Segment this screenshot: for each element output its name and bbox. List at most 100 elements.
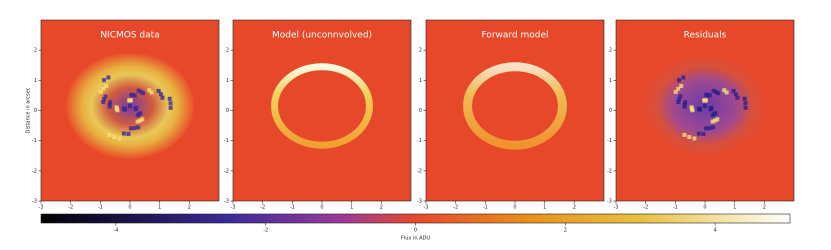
- speckle: [687, 134, 692, 139]
- y-tick-label: -2: [32, 168, 37, 174]
- speckle: [682, 102, 687, 107]
- speckle: [140, 117, 145, 122]
- speckle: [132, 126, 137, 131]
- colorbar-tick-label: 4: [714, 228, 717, 234]
- speckle: [681, 75, 686, 80]
- speckle: [104, 83, 109, 88]
- speckle: [114, 105, 119, 110]
- y-tick-label: -3: [32, 199, 37, 205]
- colorbar-tick-label: 2: [564, 228, 567, 234]
- y-tick-label: -3: [417, 199, 422, 205]
- speckle: [133, 107, 138, 112]
- y-tick-label: -2: [607, 168, 612, 174]
- speckle: [101, 78, 106, 83]
- y-tick-label: 1: [226, 78, 229, 84]
- y-tick-label: 2: [419, 48, 422, 54]
- speckle: [128, 103, 132, 108]
- y-tick-label: -1: [224, 138, 229, 144]
- speckle: [733, 92, 738, 97]
- speckle: [703, 126, 708, 131]
- y-tick-label: -1: [32, 138, 37, 144]
- speckle: [713, 118, 718, 123]
- speckle: [676, 86, 681, 91]
- y-tick-label: -3: [224, 199, 229, 205]
- x-tick-label: -3: [39, 205, 44, 211]
- y-tick-label: 2: [34, 48, 37, 54]
- speckle: [108, 100, 113, 105]
- speckle: [743, 105, 748, 110]
- x-tick-label: 0: [703, 205, 706, 211]
- speckle: [139, 89, 144, 94]
- colorbar-tick-label: -4: [113, 228, 118, 234]
- y-tick-label: -1: [607, 138, 612, 144]
- image-structure: [463, 62, 567, 150]
- x-tick-label: -2: [68, 205, 73, 211]
- speckle: [682, 104, 687, 109]
- speckle: [135, 119, 140, 124]
- y-tick-label: -2: [417, 168, 422, 174]
- speckle: [168, 105, 173, 110]
- x-tick-label: -1: [98, 205, 103, 211]
- x-tick-label: 1: [350, 205, 353, 211]
- y-tick-label: 2: [226, 48, 229, 54]
- x-tick-label: -3: [424, 205, 429, 211]
- x-tick-label: 2: [573, 205, 576, 211]
- speckle: [703, 103, 707, 108]
- x-tick-label: -2: [453, 205, 458, 211]
- speckle: [147, 88, 152, 93]
- y-tick-label: 1: [419, 78, 422, 84]
- speckle: [711, 88, 716, 93]
- panel-title: Residuals: [684, 31, 727, 41]
- y-axis-label: Distance in arcsec: [26, 87, 32, 133]
- speckle: [707, 93, 712, 98]
- speckle: [683, 100, 688, 105]
- speckle: [696, 106, 701, 111]
- speckle: [107, 102, 112, 107]
- colorbar-label: Flux in ADU: [401, 236, 430, 242]
- speckle: [126, 131, 131, 136]
- x-tick-label: 2: [380, 205, 383, 211]
- speckle: [128, 98, 133, 103]
- y-tick-label: -2: [224, 168, 229, 174]
- speckle: [167, 96, 172, 101]
- speckle: [158, 92, 163, 97]
- speckle: [689, 105, 694, 110]
- x-tick-label: -1: [483, 205, 488, 211]
- speckle: [141, 91, 146, 96]
- speckle: [696, 131, 701, 136]
- y-tick-label: 0: [419, 108, 422, 114]
- x-tick-label: -2: [260, 205, 265, 211]
- x-tick-label: -2: [643, 205, 648, 211]
- speckle: [156, 88, 161, 93]
- speckle: [107, 104, 112, 109]
- speckle: [98, 89, 103, 94]
- speckle: [742, 96, 747, 101]
- y-tick-label: 1: [34, 78, 37, 84]
- speckle: [710, 119, 715, 124]
- speckle: [731, 88, 736, 93]
- speckle: [138, 118, 143, 123]
- x-tick-label: -1: [673, 205, 678, 211]
- speckle: [128, 126, 133, 131]
- speckle: [107, 132, 112, 137]
- y-tick-label: 0: [609, 108, 612, 114]
- panel-title: Forward model: [481, 31, 548, 41]
- x-tick-label: 0: [128, 205, 131, 211]
- speckle: [679, 83, 684, 88]
- colorbar: [40, 213, 791, 224]
- speckle: [714, 89, 719, 94]
- speckle: [121, 131, 126, 136]
- speckle: [102, 97, 107, 102]
- x-tick-label: 1: [543, 205, 546, 211]
- speckle: [673, 89, 678, 94]
- speckle: [703, 98, 708, 103]
- y-tick-label: 2: [609, 48, 612, 54]
- y-tick-label: 1: [609, 78, 612, 84]
- y-tick-label: -3: [607, 199, 612, 205]
- image-background: [233, 20, 411, 201]
- speckle: [135, 113, 140, 118]
- colorbar-tick-label: -2: [263, 228, 268, 234]
- speckle: [724, 90, 729, 95]
- panel-title: NICMOS data: [100, 31, 159, 41]
- speckle: [677, 97, 682, 102]
